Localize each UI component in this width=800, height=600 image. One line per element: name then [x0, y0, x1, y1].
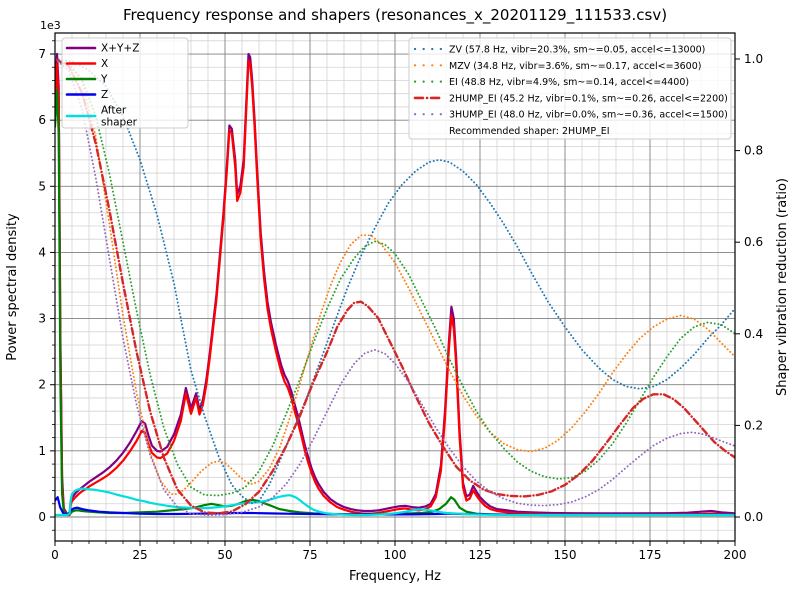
- series-y: [55, 89, 735, 517]
- y-left-tick-label: 2: [38, 378, 46, 392]
- y-axis-offset-text: 1e3: [40, 19, 61, 32]
- y-right-tick-label: 0.8: [744, 144, 763, 158]
- y-right-tick-label: 0.4: [744, 327, 763, 341]
- legend-label: Y: [100, 74, 108, 86]
- x-tick-label: 0: [51, 548, 59, 562]
- legend-box: [61, 37, 189, 129]
- y-left-tick-label: 5: [38, 179, 46, 193]
- x-tick-label: 200: [724, 548, 747, 562]
- series-mzv: [55, 58, 735, 496]
- legend-label: After: [101, 105, 127, 117]
- y-left-tick-label: 0: [38, 510, 46, 524]
- legend-label: ZV (57.8 Hz, vibr=20.3%, sm~=0.05, accel…: [449, 45, 705, 56]
- legend-label: 3HUMP_EI (48.0 Hz, vibr=0.0%, sm~=0.36, …: [449, 110, 728, 121]
- legend-recommendation: Recommended shaper: 2HUMP_EI: [449, 126, 610, 137]
- y-right-tick-label: 0.2: [744, 418, 763, 432]
- legend-label: MZV (34.8 Hz, vibr=3.6%, sm~=0.17, accel…: [449, 61, 701, 72]
- y-axis-right-label: Shaper vibration reduction (ratio): [775, 178, 790, 396]
- legend-shapers: ZV (57.8 Hz, vibr=20.3%, sm~=0.05, accel…: [408, 37, 732, 140]
- chart-title: Frequency response and shapers (resonanc…: [123, 6, 667, 25]
- series-x: [55, 59, 735, 517]
- series-2hump-ei: [55, 57, 735, 515]
- x-tick-label: 50: [217, 548, 232, 562]
- series-ei: [55, 58, 735, 497]
- x-tick-label: 75: [302, 548, 317, 562]
- legend-label: X+Y+Z: [101, 43, 139, 55]
- y-right-tick-label: 1.0: [744, 52, 763, 66]
- series-x-y-z: [55, 52, 735, 515]
- x-tick-label: 125: [469, 548, 492, 562]
- x-axis-label: Frequency, Hz: [349, 569, 441, 584]
- legend-box: [408, 37, 732, 140]
- legend-label: X: [101, 58, 108, 70]
- legend-label: 2HUMP_EI (45.2 Hz, vibr=0.1%, sm~=0.26, …: [449, 93, 728, 104]
- x-tick-label: 150: [554, 548, 577, 562]
- legend-label: Z: [101, 89, 108, 101]
- data-series: [55, 52, 735, 517]
- series-after-shaper: [55, 487, 735, 517]
- x-tick-label: 100: [384, 548, 407, 562]
- axis-ticks: 0 25 50 75 100 125 150 175 200 0 1 2 3 4 5 6 7 0.0 0.2 0.4 0…: [38, 40, 763, 562]
- y-left-tick-label: 4: [38, 245, 46, 259]
- legend-label: shaper: [101, 117, 138, 129]
- y-axis-left-label: Power spectral density: [5, 213, 20, 361]
- y-left-tick-label: 6: [38, 113, 46, 127]
- legend-label: EI (48.8 Hz, vibr=4.9%, sm~=0.14, accel<…: [449, 77, 689, 88]
- x-tick-label: 175: [639, 548, 662, 562]
- y-left-tick-label: 7: [38, 47, 46, 61]
- series-3hump-ei: [55, 58, 735, 517]
- y-left-tick-label: 3: [38, 312, 46, 326]
- x-tick-label: 25: [132, 548, 147, 562]
- y-left-tick-label: 1: [38, 444, 46, 458]
- y-right-tick-label: 0.6: [744, 235, 763, 249]
- series-zv: [55, 58, 735, 505]
- y-right-tick-label: 0.0: [744, 510, 763, 524]
